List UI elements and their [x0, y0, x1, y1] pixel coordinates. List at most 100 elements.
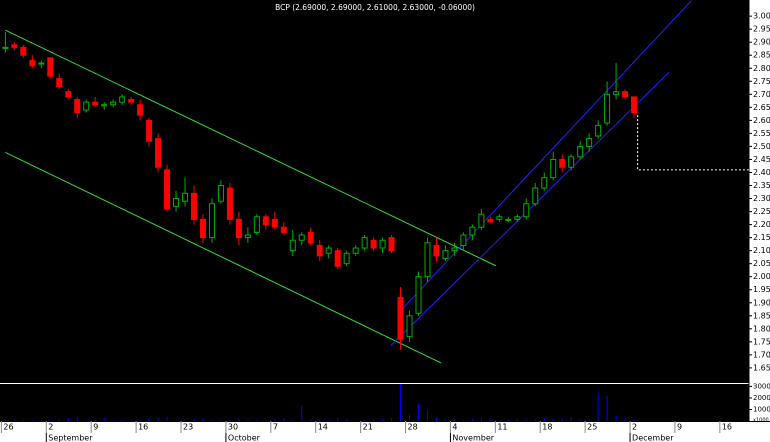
candle-body — [56, 78, 63, 88]
y-tick-label: 2.25 — [753, 207, 770, 216]
x-tick-label: 9 — [93, 423, 98, 432]
candle-body — [11, 44, 18, 48]
volume-tick-label: 10000 — [753, 405, 770, 413]
y-tick-label: 1.70 — [753, 350, 770, 359]
candle-body — [83, 101, 90, 111]
x-tick-label: 4 — [452, 423, 457, 432]
candle-body — [622, 91, 629, 98]
y-tick-label: 1.80 — [753, 324, 770, 333]
candle-body — [496, 216, 503, 220]
y-tick-label: 2.30 — [753, 194, 770, 203]
candle-body — [20, 46, 27, 56]
candle-body — [65, 91, 72, 98]
y-tick-label: 1.90 — [753, 298, 770, 307]
x-tick-label: 2 — [632, 423, 637, 432]
candle-body — [47, 57, 54, 77]
candle-body — [541, 177, 548, 189]
candle-body — [298, 234, 305, 241]
candle-body — [361, 237, 368, 249]
candle-body — [442, 250, 449, 259]
candle-body — [487, 218, 494, 223]
candle-body — [38, 62, 45, 65]
y-tick-label: 2.00 — [753, 272, 770, 281]
candle-body — [164, 169, 171, 210]
candle-body — [235, 218, 242, 239]
y-tick-label: 2.50 — [753, 142, 770, 151]
candle-body — [343, 252, 350, 265]
x-tick-label: 11 — [497, 423, 507, 432]
y-tick-label: 2.05 — [753, 259, 770, 268]
volume-pane — [0, 384, 749, 421]
candle-body — [388, 237, 395, 252]
candle-body — [271, 218, 278, 228]
candle-body — [559, 158, 566, 168]
y-tick-label: 1.85 — [753, 311, 770, 320]
y-tick-label: 1.65 — [753, 363, 770, 372]
candle-body — [379, 239, 386, 249]
trend-line — [5, 29, 496, 267]
y-tick-label: 2.95 — [753, 25, 770, 34]
price-pane — [0, 0, 749, 383]
candle-body — [568, 156, 575, 168]
y-tick-label: 2.45 — [753, 155, 770, 164]
y-tick-label: 2.10 — [753, 246, 770, 255]
y-tick-label: 2.75 — [753, 77, 770, 86]
candle-body — [397, 297, 404, 340]
candle-body — [415, 276, 422, 314]
volume-tick-label: 30000 — [753, 382, 770, 390]
candle-body — [92, 101, 99, 106]
candle-body — [155, 138, 162, 168]
x-tick-label: 16 — [722, 423, 732, 432]
candle-body — [352, 247, 359, 254]
x-tick-label: 30 — [228, 423, 238, 432]
candle-body — [208, 203, 215, 239]
y-tick-label: 2.85 — [753, 51, 770, 60]
y-tick-label: 1.95 — [753, 285, 770, 294]
candle-body — [370, 239, 377, 249]
candle-body — [586, 138, 593, 147]
candle-body — [424, 242, 431, 278]
volume-tick-label: 20000 — [753, 394, 770, 402]
candle-body — [190, 192, 197, 220]
x-tick-label: 7 — [273, 423, 278, 432]
candle-body — [182, 192, 189, 202]
x-tick-label: 25 — [587, 423, 597, 432]
volume-unit-label: x1000 — [753, 418, 769, 424]
month-label: October — [228, 434, 261, 442]
x-tick-label: 26 — [3, 423, 13, 432]
trend-line — [400, 0, 692, 312]
candle-body — [119, 96, 126, 103]
y-tick-label: 3.00 — [753, 12, 770, 21]
x-tick-label: 14 — [318, 423, 328, 432]
candle-body — [307, 231, 314, 244]
candle-body — [128, 99, 135, 103]
x-tick-label: 2 — [48, 423, 53, 432]
candle-body — [101, 104, 108, 107]
candle-body — [262, 216, 269, 226]
y-tick-label: 2.15 — [753, 233, 770, 242]
y-tick-label: 2.55 — [753, 129, 770, 138]
y-tick-label: 1.75 — [753, 337, 770, 346]
y-tick-label: 2.60 — [753, 116, 770, 125]
candle-body — [244, 234, 251, 239]
candle-body — [604, 93, 611, 124]
candle-body — [514, 216, 521, 220]
candle-body — [595, 125, 602, 137]
x-tick-label: 18 — [542, 423, 552, 432]
trend-line — [637, 115, 749, 171]
candle-body — [2, 46, 9, 49]
candle-body — [631, 96, 638, 114]
y-tick-label: 2.35 — [753, 181, 770, 190]
candle-body — [406, 315, 413, 338]
candle-body — [577, 145, 584, 158]
month-label: November — [452, 434, 494, 442]
candle-body — [550, 158, 557, 179]
y-tick-label: 2.20 — [753, 220, 770, 229]
candle-body — [316, 244, 323, 257]
chart-title: BCP (2.69000, 2.69000, 2.61000, 2.63000,… — [275, 3, 475, 12]
x-tick-label: 9 — [677, 423, 682, 432]
candle-body — [460, 234, 467, 246]
month-label: September — [48, 434, 93, 442]
candle-body — [29, 59, 36, 67]
